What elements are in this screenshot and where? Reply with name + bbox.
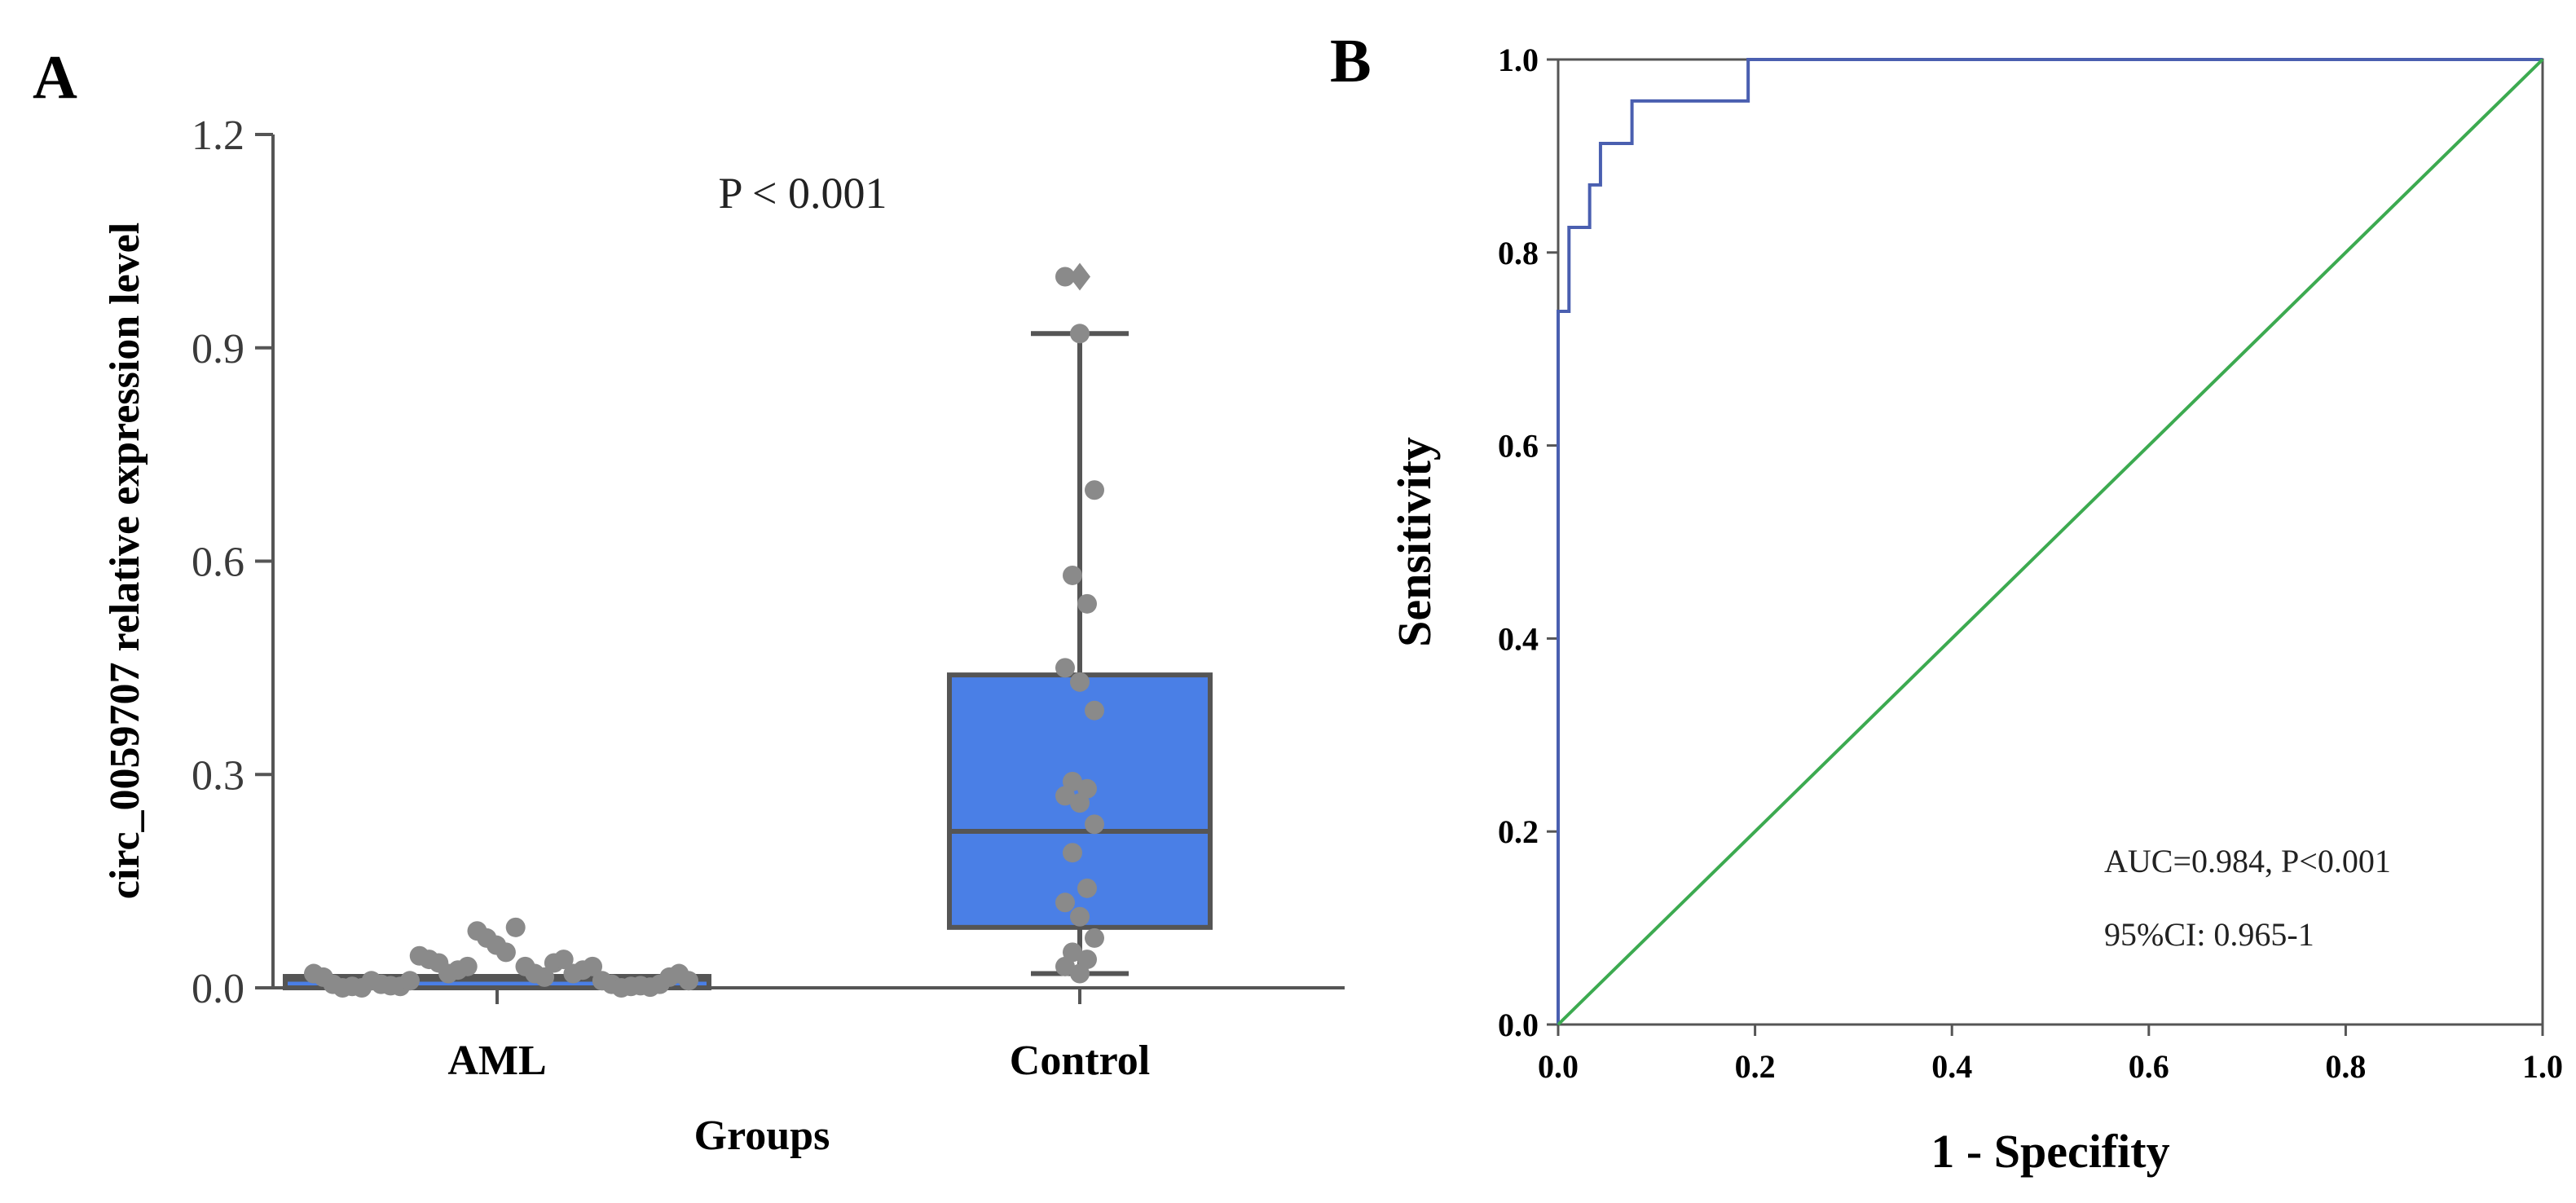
reference-diagonal-line <box>1557 58 2544 1026</box>
data-point-control <box>1070 672 1090 692</box>
y-tick-label: 0.0 <box>1498 1007 1539 1043</box>
panel-b-ticks: 0.0 0.2 0.4 0.6 0.8 1.0 0.0 0.2 0.4 0.6 0.8 1.0 <box>1498 42 2563 1085</box>
panel-b-series <box>1557 58 2544 1026</box>
data-point-control <box>1085 480 1104 500</box>
data-point-control <box>1055 786 1075 806</box>
panel-a-label: A <box>33 43 77 112</box>
panel-a-box-plot: A 0.0 0.3 0.6 0.9 1.2 AML Control Groups cir… <box>33 43 1345 1159</box>
x-tick-label: 0.8 <box>2325 1048 2366 1085</box>
y-tick-label: 1.0 <box>1498 42 1539 78</box>
data-point-aml <box>399 971 420 991</box>
data-point-control <box>1077 593 1097 614</box>
data-point-aml <box>553 950 574 970</box>
data-point-control <box>1070 324 1090 344</box>
category-label-aml: AML <box>447 1038 546 1084</box>
box-control <box>947 262 1213 976</box>
p-value-annotation: P < 0.001 <box>719 169 887 218</box>
data-point-control <box>1063 565 1082 585</box>
panel-a-y-axis-title: circ_0059707 relative expression level <box>102 223 148 899</box>
panel-b-roc-curve: B 0.0 0.2 0.4 0.6 0.8 1.0 0.0 0.2 0.4 0.6 0.8 1.0 1… <box>1330 27 2563 1178</box>
panel-a-x-axis-title: Groups <box>694 1113 830 1159</box>
data-point-aml <box>505 917 526 937</box>
y-tick-label: 0.9 <box>192 326 244 372</box>
ci-annotation: 95%CI: 0.965-1 <box>2104 916 2314 953</box>
y-tick-label: 0.3 <box>192 752 244 799</box>
y-tick-label: 0.4 <box>1498 620 1539 657</box>
panel-a-boxes <box>283 262 1213 991</box>
roc-curve-line <box>1557 58 2543 1025</box>
data-point-aml <box>457 956 478 976</box>
data-point-aml <box>535 967 555 987</box>
y-tick-label: 0.2 <box>1498 813 1539 850</box>
data-point-aml <box>583 956 603 976</box>
data-point-aml <box>679 971 698 991</box>
data-point-control <box>1085 700 1104 720</box>
data-point-control <box>1063 843 1082 863</box>
panel-a-points <box>304 267 1104 998</box>
data-point-control <box>1070 793 1090 813</box>
outlier-point <box>1069 262 1090 291</box>
data-point-control <box>1055 956 1075 976</box>
data-point-control <box>1085 928 1104 948</box>
y-tick-label: 1.2 <box>192 112 244 159</box>
data-point-control <box>1055 267 1075 287</box>
data-point-control <box>1077 878 1097 898</box>
x-tick-label: 0.6 <box>2129 1048 2169 1085</box>
data-point-control <box>1055 658 1075 678</box>
x-tick-label: 1.0 <box>2522 1048 2563 1085</box>
data-point-aml <box>495 942 516 963</box>
y-tick-label: 0.8 <box>1498 235 1539 271</box>
panel-b-label: B <box>1330 27 1372 95</box>
y-tick-label: 0.0 <box>192 966 244 1012</box>
data-point-control <box>1085 814 1104 835</box>
y-tick-label: 0.6 <box>1498 428 1539 465</box>
x-tick-label: 0.2 <box>1735 1048 1776 1085</box>
panel-b-x-axis-title: 1 - Specifity <box>1931 1125 2169 1178</box>
data-point-control <box>1070 963 1090 984</box>
panel-b-y-axis-title: Sensitivity <box>1388 437 1441 647</box>
auc-annotation: AUC=0.984, P<0.001 <box>2104 843 2391 879</box>
data-point-control <box>1055 892 1075 913</box>
panel-a-y-ticks: 0.0 0.3 0.6 0.9 1.2 <box>192 112 1081 1012</box>
category-label-control: Control <box>1010 1038 1150 1084</box>
x-tick-label: 0.4 <box>1931 1048 1972 1085</box>
x-tick-label: 0.0 <box>1538 1048 1579 1085</box>
data-point-control <box>1070 906 1090 927</box>
y-tick-label: 0.6 <box>192 540 244 586</box>
